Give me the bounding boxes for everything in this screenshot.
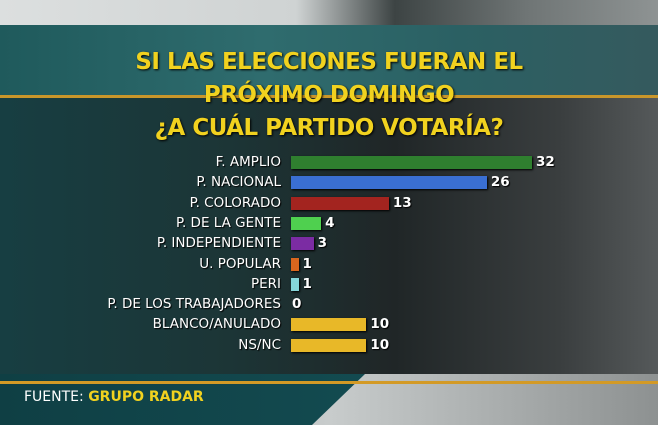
- bar: [291, 216, 322, 230]
- bar-row: PERI 1: [0, 274, 658, 294]
- bar: [291, 176, 487, 190]
- category-label: BLANCO/ANULADO: [152, 316, 281, 333]
- bar: [291, 196, 389, 210]
- value-label: 4: [325, 214, 335, 231]
- bar-row: P. COLORADO 13: [0, 193, 658, 213]
- category-label: P. DE LOS TRABAJADORES: [107, 296, 281, 313]
- background-top: [0, 0, 658, 26]
- divider-line: [0, 95, 658, 98]
- source-value: GRUPO RADAR: [88, 389, 204, 405]
- category-label: NS/NC: [238, 336, 281, 353]
- bar-row: P. DE LA GENTE 4: [0, 213, 658, 233]
- bar: [291, 257, 299, 271]
- bar-row: U. POPULAR 1: [0, 254, 658, 274]
- bar-row: F. AMPLIO 32: [0, 152, 658, 172]
- source-credit: FUENTE: GRUPO RADAR: [24, 388, 204, 406]
- category-label: U. POPULAR: [199, 255, 281, 272]
- bar-row: NS/NC 10: [0, 335, 658, 355]
- value-label: 13: [392, 194, 412, 211]
- value-label: 26: [490, 174, 510, 191]
- category-label: P. INDEPENDIENTE: [156, 235, 281, 252]
- bar: [291, 237, 314, 251]
- bar-row: P. INDEPENDIENTE 3: [0, 233, 658, 253]
- bar: [291, 156, 532, 169]
- value-label: 10: [370, 336, 390, 353]
- category-label: P. NACIONAL: [196, 174, 281, 191]
- chart-title: SI LAS ELECCIONES FUERAN EL PRÓXIMO DOMI…: [0, 46, 658, 145]
- bar-row: BLANCO/ANULADO 10: [0, 314, 658, 334]
- title-band: [0, 25, 658, 97]
- title-line: PRÓXIMO DOMINGO: [203, 82, 455, 108]
- source-label: FUENTE:: [24, 389, 84, 405]
- category-label: PERI: [250, 275, 281, 292]
- category-label: P. DE LA GENTE: [175, 214, 281, 231]
- bar: [291, 318, 367, 332]
- value-label: 1: [302, 255, 312, 272]
- value-label: 10: [370, 316, 390, 333]
- value-label: 1: [302, 275, 312, 292]
- bar-row: P. NACIONAL 26: [0, 172, 658, 192]
- bar-row: P. DE LOS TRABAJADORES 0: [0, 294, 658, 314]
- category-label: F. AMPLIO: [215, 154, 281, 170]
- value-label: 0: [292, 296, 302, 313]
- title-line: ¿A CUÁL PARTIDO VOTARÍA?: [154, 115, 504, 141]
- category-label: P. COLORADO: [189, 194, 281, 211]
- value-label: 3: [317, 235, 327, 252]
- bar: [291, 338, 367, 352]
- value-label: 32: [536, 154, 555, 170]
- bar: [291, 277, 299, 291]
- title-line: SI LAS ELECCIONES FUERAN EL: [135, 49, 523, 75]
- footer-divider-line: [0, 381, 658, 384]
